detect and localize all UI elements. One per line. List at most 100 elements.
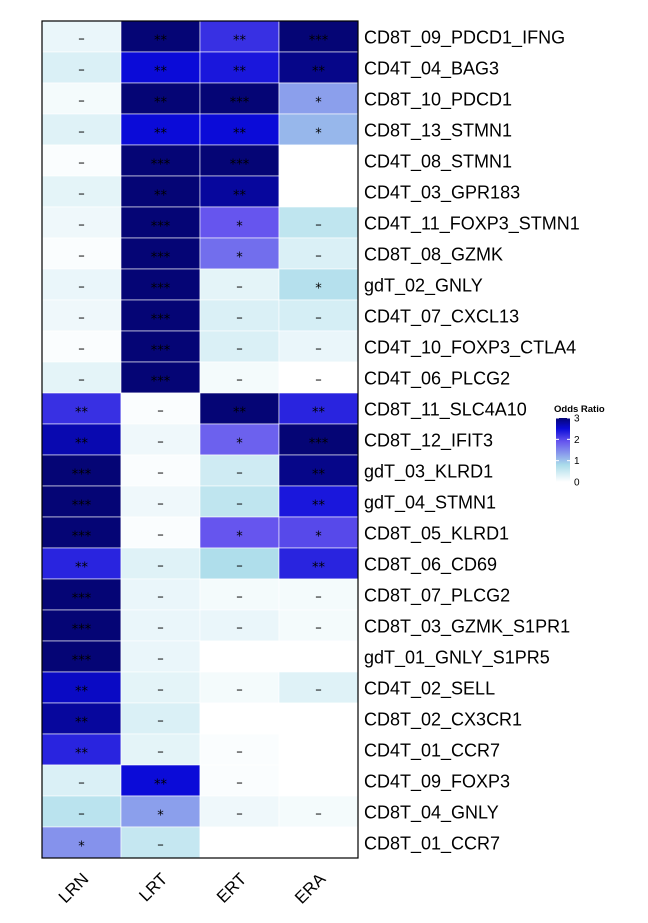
significance-mark: * bbox=[315, 127, 322, 142]
significance-mark: * bbox=[236, 530, 243, 545]
row-label: CD8T_05_KLRD1 bbox=[364, 524, 509, 545]
significance-mark: * bbox=[236, 251, 243, 266]
heatmap-cell bbox=[120, 671, 201, 704]
significance-mark: ** bbox=[312, 468, 326, 483]
heatmap-cell bbox=[120, 361, 201, 394]
significance-marks: – ** ** ***– ** ** **– ** *** *– ** ** *– *** ***– ** **… bbox=[72, 32, 329, 855]
row-label: CD4T_07_CXCL13 bbox=[364, 307, 519, 328]
row-label: CD8T_13_STMN1 bbox=[364, 121, 512, 142]
heatmap-cell bbox=[278, 609, 359, 642]
row-label: CD4T_11_FOXP3_STMN1 bbox=[364, 214, 580, 235]
significance-mark: ** bbox=[312, 65, 326, 80]
significance-mark: – bbox=[315, 342, 322, 357]
significance-mark: – bbox=[78, 187, 85, 202]
column-label: ERT bbox=[213, 869, 250, 906]
significance-mark: ** bbox=[233, 127, 247, 142]
significance-mark: ** bbox=[154, 778, 168, 793]
heatmap-cell bbox=[278, 113, 359, 146]
heatmap-cell bbox=[199, 671, 280, 704]
significance-mark: – bbox=[78, 776, 85, 791]
significance-mark: – bbox=[236, 280, 243, 295]
significance-mark: – bbox=[236, 559, 243, 574]
significance-mark: *** bbox=[151, 344, 171, 359]
significance-mark: * bbox=[315, 530, 322, 545]
legend-tick-label: 0 bbox=[574, 478, 580, 489]
heatmap-cell bbox=[278, 330, 359, 363]
heatmap-cell bbox=[41, 330, 122, 363]
legend-tick-label: 3 bbox=[574, 414, 580, 425]
row-label: CD8T_02_CX3CR1 bbox=[364, 710, 522, 731]
row-label: CD8T_06_CD69 bbox=[364, 555, 497, 576]
significance-mark: * bbox=[315, 282, 322, 297]
significance-mark: *** bbox=[151, 251, 171, 266]
significance-mark: – bbox=[157, 435, 164, 450]
row-label: CD8T_08_GZMK bbox=[364, 245, 503, 266]
row-label: CD4T_08_STMN1 bbox=[364, 152, 512, 173]
significance-mark: – bbox=[157, 652, 164, 667]
heatmap-cell bbox=[199, 702, 280, 735]
significance-mark: ** bbox=[233, 189, 247, 204]
significance-mark: – bbox=[78, 63, 85, 78]
significance-mark: ** bbox=[154, 34, 168, 49]
heatmap-cell bbox=[278, 516, 359, 549]
heatmap-cell bbox=[120, 237, 201, 270]
row-label: CD8T_01_CCR7 bbox=[364, 834, 500, 855]
legend-colorbar bbox=[556, 418, 570, 482]
significance-mark: * bbox=[315, 96, 322, 111]
heatmap-cell bbox=[120, 454, 201, 487]
row-label: CD4T_04_BAG3 bbox=[364, 59, 499, 80]
significance-mark: – bbox=[315, 590, 322, 605]
significance-mark: *** bbox=[72, 592, 92, 607]
row-label: gdT_03_KLRD1 bbox=[364, 462, 493, 483]
significance-mark: – bbox=[157, 714, 164, 729]
heatmap-cell bbox=[41, 237, 122, 270]
row-label: CD4T_06_PLCG2 bbox=[364, 369, 510, 390]
significance-mark: ** bbox=[154, 189, 168, 204]
heatmap-frame bbox=[41, 20, 359, 859]
significance-mark: ** bbox=[75, 747, 89, 762]
heatmap-cell bbox=[278, 454, 359, 487]
significance-mark: – bbox=[157, 528, 164, 543]
heatmap-cell bbox=[278, 702, 359, 735]
significance-mark: ** bbox=[154, 65, 168, 80]
heatmap-cell bbox=[120, 144, 201, 177]
heatmap-cell bbox=[199, 609, 280, 642]
row-label: CD8T_12_IFIT3 bbox=[364, 431, 493, 452]
heatmap-cell bbox=[41, 516, 122, 549]
significance-mark: ** bbox=[154, 96, 168, 111]
significance-mark: *** bbox=[72, 654, 92, 669]
significance-mark: ** bbox=[75, 561, 89, 576]
significance-mark: *** bbox=[151, 282, 171, 297]
heatmap-cell bbox=[41, 113, 122, 146]
heatmap-cell bbox=[278, 392, 359, 425]
significance-mark: – bbox=[157, 466, 164, 481]
significance-mark: *** bbox=[230, 158, 250, 173]
significance-mark: – bbox=[236, 342, 243, 357]
significance-mark: – bbox=[78, 342, 85, 357]
heatmap-cell bbox=[41, 547, 122, 580]
heatmap-cell bbox=[120, 299, 201, 332]
significance-mark: – bbox=[236, 683, 243, 698]
heatmap-cell bbox=[199, 330, 280, 363]
significance-mark: – bbox=[236, 590, 243, 605]
row-label: CD8T_09_PDCD1_IFNG bbox=[364, 28, 565, 49]
heatmap-cell bbox=[199, 20, 280, 53]
significance-mark: – bbox=[78, 32, 85, 47]
odds-ratio-legend: Odds Ratio 0 1 2 3 bbox=[554, 404, 605, 489]
row-label: CD8T_10_PDCD1 bbox=[364, 90, 512, 111]
heatmap-cell bbox=[199, 826, 280, 859]
heatmap-cell bbox=[278, 423, 359, 456]
heatmap-cell bbox=[199, 268, 280, 301]
row-label: gdT_04_STMN1 bbox=[364, 493, 496, 514]
significance-mark: – bbox=[78, 249, 85, 264]
column-labels: LRN LRT ERT ERA bbox=[55, 869, 330, 908]
heatmap-cell bbox=[278, 733, 359, 766]
significance-mark: *** bbox=[72, 499, 92, 514]
significance-mark: *** bbox=[309, 34, 329, 49]
significance-mark: – bbox=[78, 94, 85, 109]
significance-mark: – bbox=[157, 683, 164, 698]
heatmap-cell bbox=[199, 51, 280, 84]
significance-mark: – bbox=[78, 280, 85, 295]
significance-mark: – bbox=[315, 621, 322, 636]
significance-mark: – bbox=[315, 683, 322, 698]
